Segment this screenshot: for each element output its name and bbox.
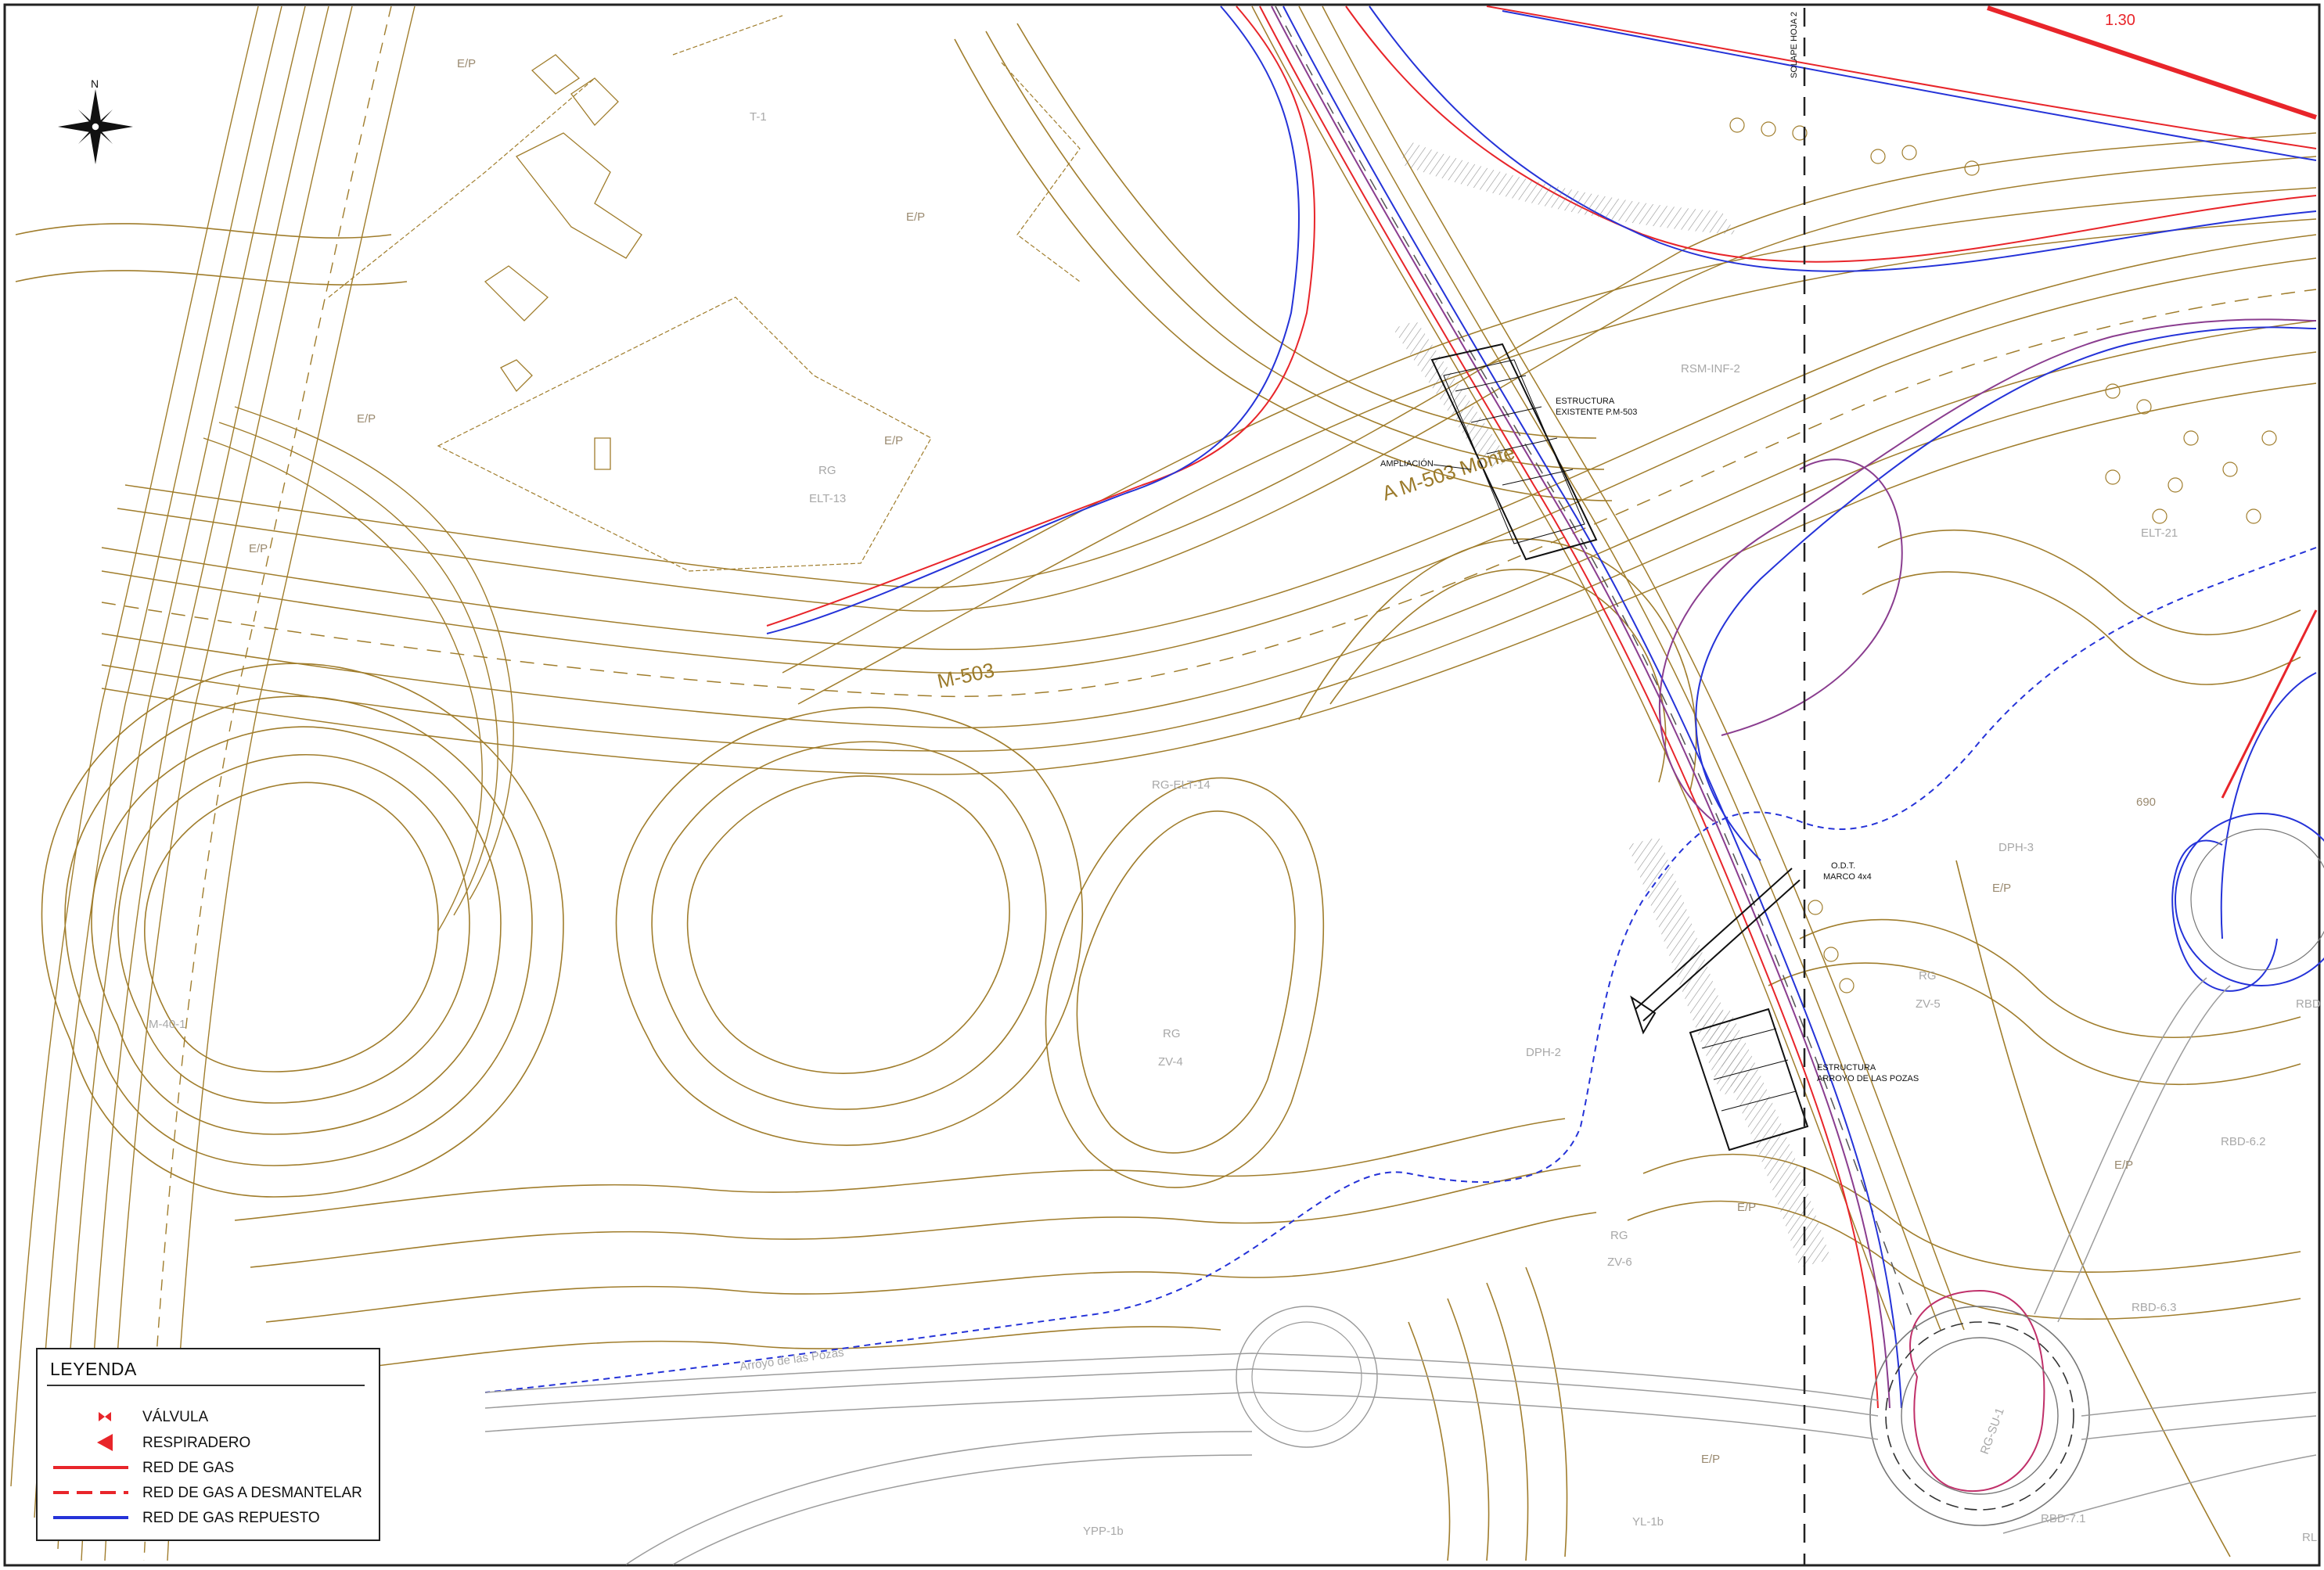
legend-label: RED DE GAS REPUESTO — [142, 1510, 320, 1526]
odt-label-1: O.D.T. — [1831, 861, 1855, 871]
legend-box: LEYENDA VÁLVULA RESPIRADERO RED DE GAS R… — [36, 1348, 380, 1541]
parcel-outlines — [328, 15, 1081, 572]
zone-label: E/P — [357, 412, 376, 426]
vent-icon — [97, 1434, 113, 1451]
zone-label: E/P — [1992, 882, 2011, 895]
tree-symbols — [1729, 117, 2277, 993]
zone-labels: E/P T-1 E/P E/P E/P RG ELT-13 E/P RSM-IN… — [149, 57, 2321, 1544]
structure-existing-label-1: ESTRUCTURA — [1556, 397, 1615, 406]
lower-roads — [484, 977, 2317, 1565]
legend-item-gas-replaced: RED DE GAS REPUESTO — [38, 1506, 379, 1529]
interchange-roads — [10, 5, 514, 1561]
gas-network-red — [766, 5, 2318, 1493]
zone-label: E/P — [1701, 1453, 1720, 1466]
solid-red-line-icon — [53, 1466, 128, 1469]
main-ns-road — [1251, 5, 1965, 1331]
gas-network-blue — [484, 5, 2317, 1409]
structure-arroyo-pozas — [1689, 1008, 1809, 1151]
structure-existing — [1430, 343, 1598, 561]
zone-label: YPP-1b — [1083, 1525, 1124, 1538]
zone-label: RSM-INF-2 — [1681, 362, 1740, 375]
zone-label: 690 — [2136, 796, 2156, 809]
zone-label: RG — [1610, 1229, 1628, 1242]
zone-label: ZV-6 — [1607, 1256, 1632, 1269]
zone-label: RG — [818, 464, 836, 477]
zone-label: RBD-6.2 — [2221, 1135, 2266, 1148]
legend-item-gas-dismantle: RED DE GAS A DESMANTELAR — [38, 1481, 379, 1504]
zone-label: E/P — [2114, 1159, 2133, 1172]
zone-label: RL — [2302, 1531, 2317, 1544]
zone-label: E/P — [884, 434, 903, 447]
zone-label: DPH-3 — [1998, 841, 2034, 854]
ampliacion-leader — [1433, 464, 1472, 470]
zone-label: E/P — [1737, 1201, 1756, 1214]
zone-label: RG — [1919, 969, 1937, 983]
dashed-red-line-icon — [53, 1491, 128, 1494]
legend-item-valve: VÁLVULA — [38, 1405, 379, 1428]
structure-existing-label-2: EXISTENTE P.M-503 — [1556, 408, 1637, 417]
valve-icon — [99, 1412, 111, 1421]
sheet-frame — [3, 3, 2321, 1567]
legend-label: RED DE GAS A DESMANTELAR — [142, 1485, 362, 1501]
zone-label: E/P — [906, 210, 925, 224]
zone-label: RBD-7.1 — [2041, 1512, 2086, 1525]
zone-label: RG-ELT-14 — [1152, 778, 1211, 792]
ampliacion-label: AMPLIACIÓN — [1380, 458, 1434, 469]
terrain-contours — [15, 23, 2301, 1561]
zone-label: RBD — [2296, 997, 2321, 1011]
structure-odt-culvert — [1630, 868, 1801, 1035]
roundabouts — [1236, 813, 2324, 1526]
legend-label: RED DE GAS — [142, 1460, 235, 1476]
legend-item-vent: RESPIRADERO — [38, 1431, 379, 1454]
legend-item-gas-network: RED DE GAS — [38, 1456, 379, 1479]
north-label: N — [91, 77, 99, 90]
legend-title: LEYENDA — [50, 1359, 137, 1379]
m503-corridor — [101, 132, 2317, 775]
zone-label: ZV-4 — [1158, 1055, 1183, 1069]
building-outlines — [484, 54, 642, 470]
zone-label: ZV-5 — [1916, 997, 1941, 1011]
dimension-label: 1.30 — [2105, 12, 2135, 29]
pozas-label-2: ARROYO DE LAS POZAS — [1817, 1074, 1919, 1083]
north-arrow-icon — [58, 89, 133, 164]
gas-network-purple — [1271, 5, 2317, 1409]
match-line-label: SOLAPE HOJA 2 — [1790, 12, 1799, 78]
odt-label-2: MARCO 4x4 — [1823, 872, 1872, 882]
zone-label: T-1 — [750, 110, 767, 124]
zone-label: ELT-21 — [2141, 526, 2178, 540]
zone-label: RG — [1163, 1027, 1181, 1040]
zone-label: DPH-2 — [1526, 1046, 1561, 1059]
legend-label: VÁLVULA — [142, 1409, 209, 1425]
zone-label: E/P — [249, 542, 268, 555]
structure-labels: ESTRUCTURA EXISTENTE P.M-503 AMPLIACIÓN … — [1380, 397, 1919, 1083]
zone-label: YL-1b — [1632, 1515, 1664, 1529]
zone-label: RBD-6.3 — [2132, 1301, 2177, 1314]
solid-blue-line-icon — [53, 1516, 128, 1519]
pozas-label-1: ESTRUCTURA — [1817, 1063, 1876, 1072]
legend-label: RESPIRADERO — [142, 1435, 251, 1451]
legend-divider — [47, 1385, 365, 1386]
zone-label: E/P — [457, 57, 476, 70]
zone-label: M-40-1 — [149, 1018, 186, 1031]
zone-label: ELT-13 — [809, 492, 846, 505]
